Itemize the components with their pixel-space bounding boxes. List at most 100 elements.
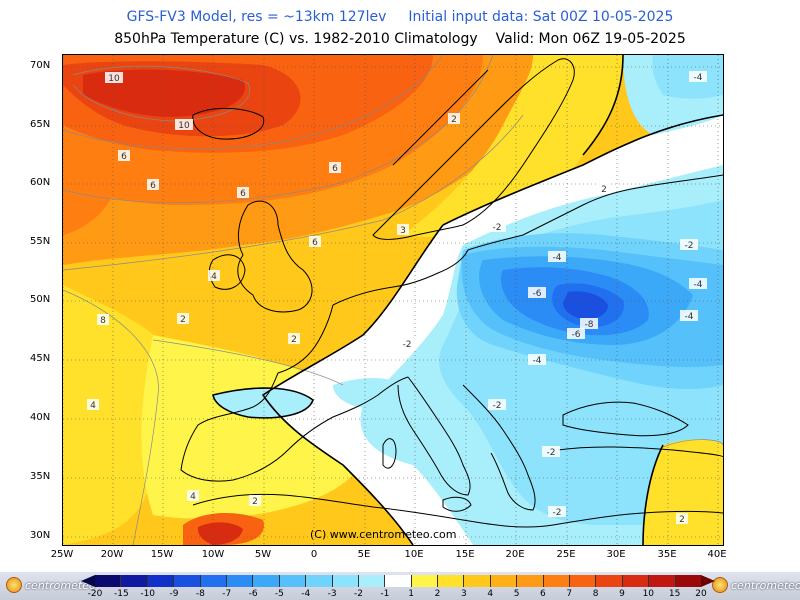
contour-label-2: 2 xyxy=(679,515,685,525)
colorbar-max-arrow xyxy=(701,575,715,587)
contour-label-2: 2 xyxy=(291,335,297,345)
label-bg-6c xyxy=(237,187,249,198)
label-bg-2f xyxy=(676,513,688,524)
colorbar-swatch xyxy=(489,575,517,587)
label-bg-m4a xyxy=(689,71,707,82)
lon-label-10w: 10W xyxy=(201,549,225,560)
colorbar-swatch xyxy=(252,575,279,587)
contour-label-4: 4 xyxy=(211,272,217,282)
logo-left: centrometeo xyxy=(6,576,96,594)
colorbar-tick-label: -6 xyxy=(248,589,258,599)
anomaly-area-plus9 xyxy=(83,69,245,117)
contour-label-minus2: -2 xyxy=(553,508,562,518)
label-bg-m2a xyxy=(488,221,506,232)
contour-label-10: 10 xyxy=(178,121,190,131)
colorbar-tick-label: 1 xyxy=(408,589,415,599)
contour-label-10: 10 xyxy=(108,74,120,84)
colorbar-swatch xyxy=(120,575,147,587)
colorbar-tick-label: -1 xyxy=(380,589,390,599)
colorbar-tick-label: 8 xyxy=(592,589,599,599)
label-bg-m4c xyxy=(689,278,707,289)
label-bg-m2e xyxy=(542,446,560,457)
contour-label-4: 4 xyxy=(190,492,196,502)
lon-label-15w: 15W xyxy=(150,549,174,560)
colorbar-swatch xyxy=(95,575,121,587)
lat-label-30n: 30N xyxy=(30,530,51,541)
colorbar-tick-label: 20 xyxy=(695,589,707,599)
label-bg-4b xyxy=(87,399,99,410)
lon-label-5w: 5W xyxy=(254,549,272,560)
contour-label-minus2: -2 xyxy=(493,401,502,411)
contour-label-minus2: -2 xyxy=(685,241,694,251)
contour-label-minus8: -8 xyxy=(585,320,594,330)
label-bg-2d xyxy=(448,113,460,124)
init-title: Initial input data: Sat 00Z 10-05-2025 xyxy=(408,9,674,25)
label-bg-10b xyxy=(175,119,193,130)
label-bg-8a xyxy=(97,314,109,325)
contour-labels: 10 10 6 6 6 6 6 4 8 2 2 4 4 2 xyxy=(87,71,707,525)
label-bg-10a xyxy=(105,72,123,83)
anomaly-area-west-orange xyxy=(63,135,114,235)
valid-title: Valid: Mon 06Z 19-05-2025 xyxy=(495,31,686,47)
map-svg: 10 10 6 6 6 6 6 4 8 2 2 4 4 2 xyxy=(63,55,723,545)
label-bg-3a xyxy=(397,224,409,235)
anomaly-area-italy-cold xyxy=(333,378,413,409)
label-bg-m4e xyxy=(528,354,546,365)
lat-label-45n: 45N xyxy=(30,353,51,364)
colorbar-tick-label: 9 xyxy=(619,589,625,599)
colorbar-tick-label: 5 xyxy=(513,589,520,599)
contour-label-6: 6 xyxy=(150,181,156,191)
label-bg-4a xyxy=(208,270,220,281)
colorbar-swatch xyxy=(384,575,411,587)
colorbar-tick-label: -2 xyxy=(353,589,363,599)
contour-label-6: 6 xyxy=(121,152,127,162)
label-bg-6b xyxy=(147,179,159,190)
lat-label-35n: 35N xyxy=(30,471,51,482)
colorbar-swatch xyxy=(437,575,464,587)
graticule xyxy=(63,55,723,545)
label-bg-m6b xyxy=(567,328,585,339)
lat-label-55n: 55N xyxy=(30,236,51,247)
contour-label-2: 2 xyxy=(252,497,258,507)
lon-label-10e: 10E xyxy=(404,549,424,560)
temperature-anomaly-map: 10 10 6 6 6 6 6 4 8 2 2 4 4 2 xyxy=(62,54,724,546)
contour-label-6: 6 xyxy=(240,189,246,199)
colorbar-swatch xyxy=(463,575,490,587)
lat-label-60n: 60N xyxy=(30,177,51,188)
lon-label-25w: 25W xyxy=(50,549,74,560)
isotherm-lines xyxy=(63,55,723,545)
lat-label-65n: 65N xyxy=(30,119,51,130)
label-bg-2e xyxy=(598,183,610,194)
label-bg-m2b xyxy=(680,239,698,250)
label-bg-6e xyxy=(309,236,321,247)
contour-label-8: 8 xyxy=(100,316,106,326)
logo-right: centrometeo xyxy=(712,576,800,594)
lon-label-15e: 15E xyxy=(455,549,475,560)
colorbar-tick-label: -4 xyxy=(301,589,311,599)
colorbar-tick-label: -3 xyxy=(327,589,337,599)
colorbar-tick-label: 6 xyxy=(540,589,546,599)
colorbar-tick-label: 15 xyxy=(668,589,681,599)
colorbar-tick-label: -20 xyxy=(87,589,103,599)
colorbar-swatch xyxy=(410,575,438,587)
contour-label-minus2: -2 xyxy=(493,223,502,233)
logo-text: centrometeo xyxy=(25,578,96,592)
contour-label-minus6: -6 xyxy=(533,289,542,299)
colorbar-swatch xyxy=(542,575,570,587)
label-bg-6d xyxy=(329,162,341,173)
lat-label-70n: 70N xyxy=(30,60,51,71)
colorbar-swatch xyxy=(648,575,675,587)
anomaly-area-northeast-minus2 xyxy=(652,55,723,99)
anomaly-area-iberia-cold xyxy=(213,388,313,418)
colorbar xyxy=(95,575,701,587)
contour-label-minus4: -4 xyxy=(694,73,703,83)
contour-label-minus4: -4 xyxy=(685,312,694,322)
colorbar-tick-label: 7 xyxy=(566,589,573,599)
colorbar-swatch xyxy=(621,575,649,587)
lon-label-5e: 5E xyxy=(357,549,371,560)
colorbar-swatch xyxy=(569,575,596,587)
contour-label-minus4: -4 xyxy=(533,356,542,366)
label-bg-2c xyxy=(249,495,261,506)
colorbar-swatch xyxy=(305,575,332,587)
lon-label-40e: 40E xyxy=(707,549,727,560)
